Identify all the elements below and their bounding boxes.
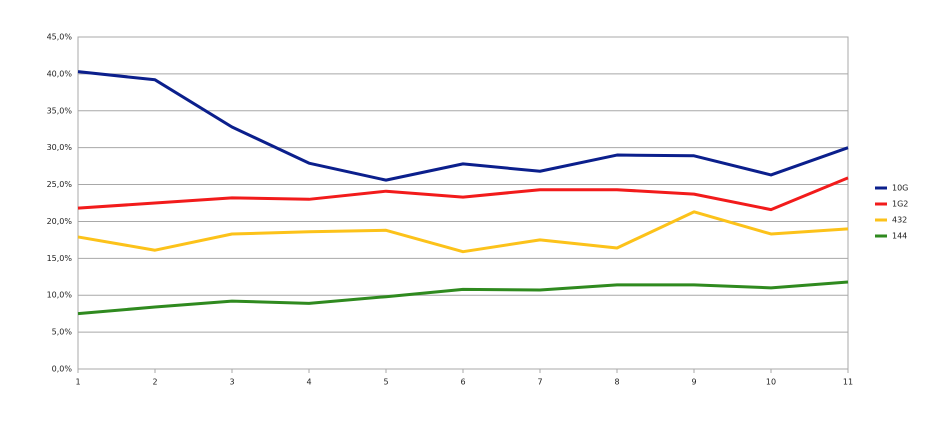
y-tick-label: 10,0%: [47, 291, 73, 300]
x-tick-label: 5: [383, 378, 388, 387]
legend-label: 10G: [892, 184, 908, 193]
x-tick-label: 1: [75, 378, 80, 387]
x-tick-label: 10: [766, 378, 776, 387]
y-tick-label: 25,0%: [47, 180, 73, 189]
y-tick-label: 15,0%: [47, 254, 73, 263]
y-tick-label: 40,0%: [47, 69, 73, 78]
series-line: [77, 70, 849, 182]
y-tick-label: 30,0%: [47, 143, 73, 152]
y-tick-label: 45,0%: [47, 33, 73, 42]
y-tick-label: 0,0%: [52, 365, 73, 374]
x-tick-label: 3: [229, 378, 234, 387]
series-line: [77, 210, 849, 254]
legend-label: 432: [892, 216, 907, 225]
x-tick-label: 2: [152, 378, 157, 387]
y-tick-label: 20,0%: [47, 217, 73, 226]
legend-label: 144: [892, 232, 907, 241]
y-tick-label: 35,0%: [47, 106, 73, 115]
x-tick-label: 11: [843, 378, 853, 387]
series-line: [77, 280, 849, 316]
x-tick-label: 9: [691, 378, 696, 387]
x-tick-label: 4: [306, 378, 311, 387]
x-tick-label: 8: [614, 378, 619, 387]
x-tick-label: 6: [460, 378, 465, 387]
x-tick-label: 7: [537, 378, 542, 387]
legend-label: 1G2: [892, 200, 908, 209]
y-tick-label: 5,0%: [52, 328, 73, 337]
series-line: [77, 176, 849, 212]
